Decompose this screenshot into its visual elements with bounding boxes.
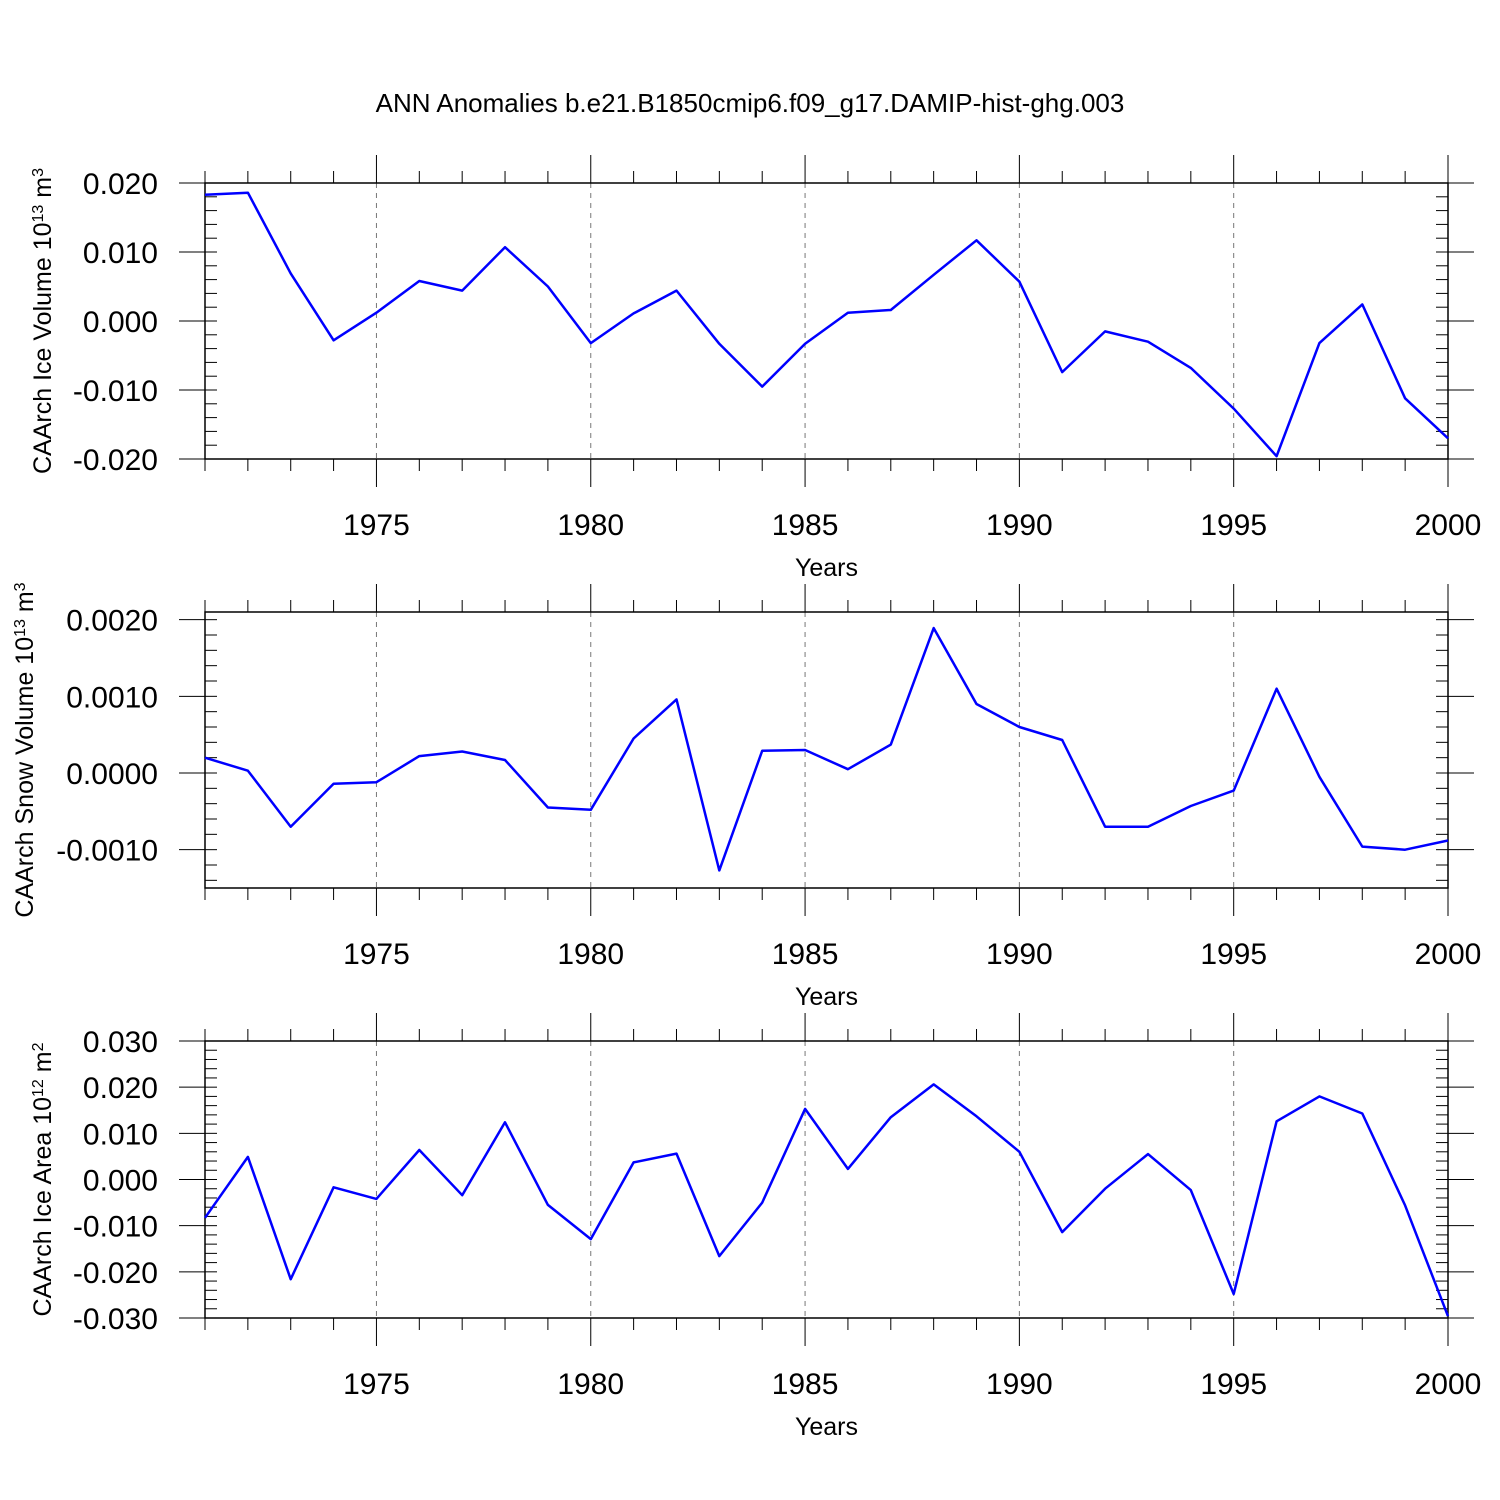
chart-panel-1: -0.020 -0.010 0.000 0.010 0.020 1975 1980 1985 1… bbox=[29, 155, 1481, 582]
y-tick-label: -0.010 bbox=[73, 1211, 158, 1244]
y-tick-label: 0.030 bbox=[83, 1026, 158, 1059]
y-tick-label: 0.000 bbox=[83, 306, 158, 339]
y-tick-label: 0.000 bbox=[83, 1165, 158, 1198]
y-tick-label: -0.030 bbox=[73, 1303, 158, 1336]
y-axis-label-text: m bbox=[29, 177, 57, 205]
y-axis-label: CAArch Ice Volume 1013 m3 bbox=[29, 168, 57, 474]
y-axis-label-exponent: 12 bbox=[30, 1079, 47, 1097]
y-axis-label-exponent: 13 bbox=[12, 619, 29, 637]
chart-panel-2: -0.0010 0.0000 0.0010 0.0020 1975 1980 1985 199… bbox=[11, 582, 1481, 1011]
x-tick-label: 1980 bbox=[557, 509, 624, 542]
y-tick-label: 0.020 bbox=[83, 168, 158, 201]
x-tick-label: 2000 bbox=[1415, 938, 1482, 971]
x-tick-label: 1990 bbox=[986, 938, 1053, 971]
y-tick-label: -0.010 bbox=[73, 375, 158, 408]
x-tick-label: 1980 bbox=[557, 938, 624, 971]
y-tick-label: 0.020 bbox=[83, 1072, 158, 1105]
y-tick-label: -0.0010 bbox=[56, 835, 158, 868]
x-tick-label: 1990 bbox=[986, 509, 1053, 542]
y-axis-label-exponent: 3 bbox=[30, 168, 47, 177]
y-tick-label: -0.020 bbox=[73, 444, 158, 477]
x-axis-label: Years bbox=[795, 1413, 858, 1441]
x-axis-label: Years bbox=[795, 983, 858, 1011]
y-axis-label-exponent: 2 bbox=[30, 1042, 47, 1051]
series-line bbox=[204, 191, 1449, 458]
x-tick-label: 2000 bbox=[1415, 509, 1482, 542]
x-tick-label: 1975 bbox=[343, 938, 410, 971]
plot-frame bbox=[204, 611, 1449, 889]
y-tick-label: 0.010 bbox=[83, 1118, 158, 1151]
x-tick-label: 1975 bbox=[343, 509, 410, 542]
y-tick-label: 0.0010 bbox=[66, 681, 158, 714]
x-tick-label: 1980 bbox=[557, 1368, 624, 1401]
x-tick-label: 1985 bbox=[772, 1368, 839, 1401]
x-tick-label: 1995 bbox=[1200, 938, 1267, 971]
x-tick-label: 1995 bbox=[1200, 1368, 1267, 1401]
x-tick-label: 1985 bbox=[772, 938, 839, 971]
y-axis-label-text: m bbox=[29, 1051, 57, 1079]
y-axis-label-exponent: 13 bbox=[30, 205, 47, 223]
y-tick-label: 0.010 bbox=[83, 237, 158, 270]
y-tick-label: 0.0000 bbox=[66, 758, 158, 791]
x-tick-label: 2000 bbox=[1415, 1368, 1482, 1401]
chart-panel-3: -0.030 -0.020 -0.010 0.000 0.010 0.020 0.030 19… bbox=[29, 1013, 1481, 1441]
y-tick-label: -0.020 bbox=[73, 1257, 158, 1290]
y-tick-label: 0.0020 bbox=[66, 605, 158, 638]
y-axis-label: CAArch Snow Volume 1013 m3 bbox=[11, 582, 39, 917]
series-line bbox=[203, 1083, 1450, 1317]
x-tick-label: 1985 bbox=[772, 509, 839, 542]
x-tick-label: 1995 bbox=[1200, 509, 1267, 542]
y-axis-label-text: CAArch Ice Area 10 bbox=[29, 1097, 57, 1317]
y-axis-label-text: CAArch Snow Volume 10 bbox=[11, 637, 39, 918]
figure-title: ANN Anomalies b.e21.B1850cmip6.f09_g17.D… bbox=[376, 88, 1125, 118]
plot-frame bbox=[204, 182, 1449, 460]
y-axis-label-text: m bbox=[11, 591, 39, 619]
y-axis-label: CAArch Ice Area 1012 m2 bbox=[29, 1042, 57, 1316]
x-tick-label: 1975 bbox=[343, 1368, 410, 1401]
y-axis-label-exponent: 3 bbox=[12, 582, 29, 591]
x-axis-label: Years bbox=[795, 554, 858, 582]
y-axis-label-text: CAArch Ice Volume 10 bbox=[29, 222, 57, 474]
x-tick-label: 1990 bbox=[986, 1368, 1053, 1401]
series-line bbox=[204, 626, 1449, 872]
